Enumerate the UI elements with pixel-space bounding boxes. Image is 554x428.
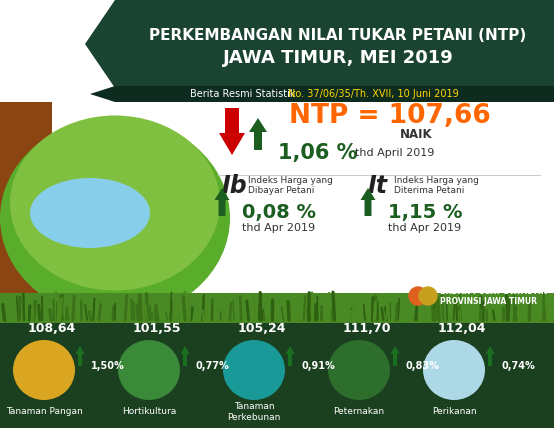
Text: 105,24: 105,24 [238,323,286,336]
Text: 1,15 %: 1,15 % [388,202,463,222]
Polygon shape [90,86,554,102]
Text: 0,91%: 0,91% [301,361,335,371]
Text: 108,64: 108,64 [28,323,76,336]
Text: 111,70: 111,70 [343,323,391,336]
FancyArrow shape [391,346,399,366]
Text: JAWA TIMUR, MEI 2019: JAWA TIMUR, MEI 2019 [223,49,453,67]
FancyArrow shape [249,118,267,150]
FancyBboxPatch shape [0,102,554,298]
Text: Ib: Ib [222,174,248,198]
Text: Perikanan: Perikanan [432,407,476,416]
Ellipse shape [0,118,230,318]
Text: 101,55: 101,55 [133,323,181,336]
Text: thd April 2019: thd April 2019 [355,148,434,158]
Text: thd Apr 2019: thd Apr 2019 [242,223,315,233]
FancyArrow shape [214,188,229,216]
Text: PERKEMBANGAN NILAI TUKAR PETANI (NTP): PERKEMBANGAN NILAI TUKAR PETANI (NTP) [150,27,527,42]
Text: 0,08 %: 0,08 % [242,202,316,222]
Text: PROVINSI JAWA TIMUR: PROVINSI JAWA TIMUR [440,297,537,306]
FancyArrow shape [75,346,85,366]
Text: Dibayar Petani: Dibayar Petani [248,185,314,194]
Text: Hortikultura: Hortikultura [122,407,176,416]
Circle shape [419,287,437,305]
Ellipse shape [223,340,285,400]
Text: Berita Resmi Statistik: Berita Resmi Statistik [190,89,299,99]
Text: Diterima Petani: Diterima Petani [394,185,464,194]
Ellipse shape [13,340,75,400]
Text: Indeks Harga yang: Indeks Harga yang [248,175,333,184]
Ellipse shape [30,178,150,248]
FancyArrow shape [219,108,245,155]
Ellipse shape [118,340,180,400]
Circle shape [409,287,427,305]
Ellipse shape [10,116,220,291]
Text: 0,83%: 0,83% [406,361,440,371]
FancyArrow shape [285,346,295,366]
Text: thd Apr 2019: thd Apr 2019 [388,223,461,233]
FancyArrow shape [361,188,376,216]
Ellipse shape [423,340,485,400]
Text: Tanaman
Perkebunan: Tanaman Perkebunan [227,402,281,422]
Text: 0,77%: 0,77% [196,361,230,371]
Text: Indeks Harga yang: Indeks Harga yang [394,175,479,184]
Text: 0,74%: 0,74% [501,361,535,371]
Text: 112,04: 112,04 [438,323,486,336]
FancyBboxPatch shape [0,293,554,323]
Text: NTP = 107,66: NTP = 107,66 [289,103,491,129]
Text: 1,50%: 1,50% [91,361,125,371]
Text: BADAN PUSAT STATISTIK: BADAN PUSAT STATISTIK [440,286,547,295]
Text: Peternakan: Peternakan [334,407,384,416]
Text: Tanaman Pangan: Tanaman Pangan [6,407,83,416]
Text: NAIK: NAIK [400,128,433,140]
Text: 1,06 %: 1,06 % [278,143,357,163]
FancyArrow shape [181,346,189,366]
FancyBboxPatch shape [0,320,554,428]
Text: No. 37/06/35/Th. XVII, 10 Juni 2019: No. 37/06/35/Th. XVII, 10 Juni 2019 [288,89,459,99]
FancyArrow shape [485,346,495,366]
Ellipse shape [328,340,390,400]
FancyBboxPatch shape [0,102,52,298]
Polygon shape [85,0,554,88]
Text: It: It [368,174,388,198]
